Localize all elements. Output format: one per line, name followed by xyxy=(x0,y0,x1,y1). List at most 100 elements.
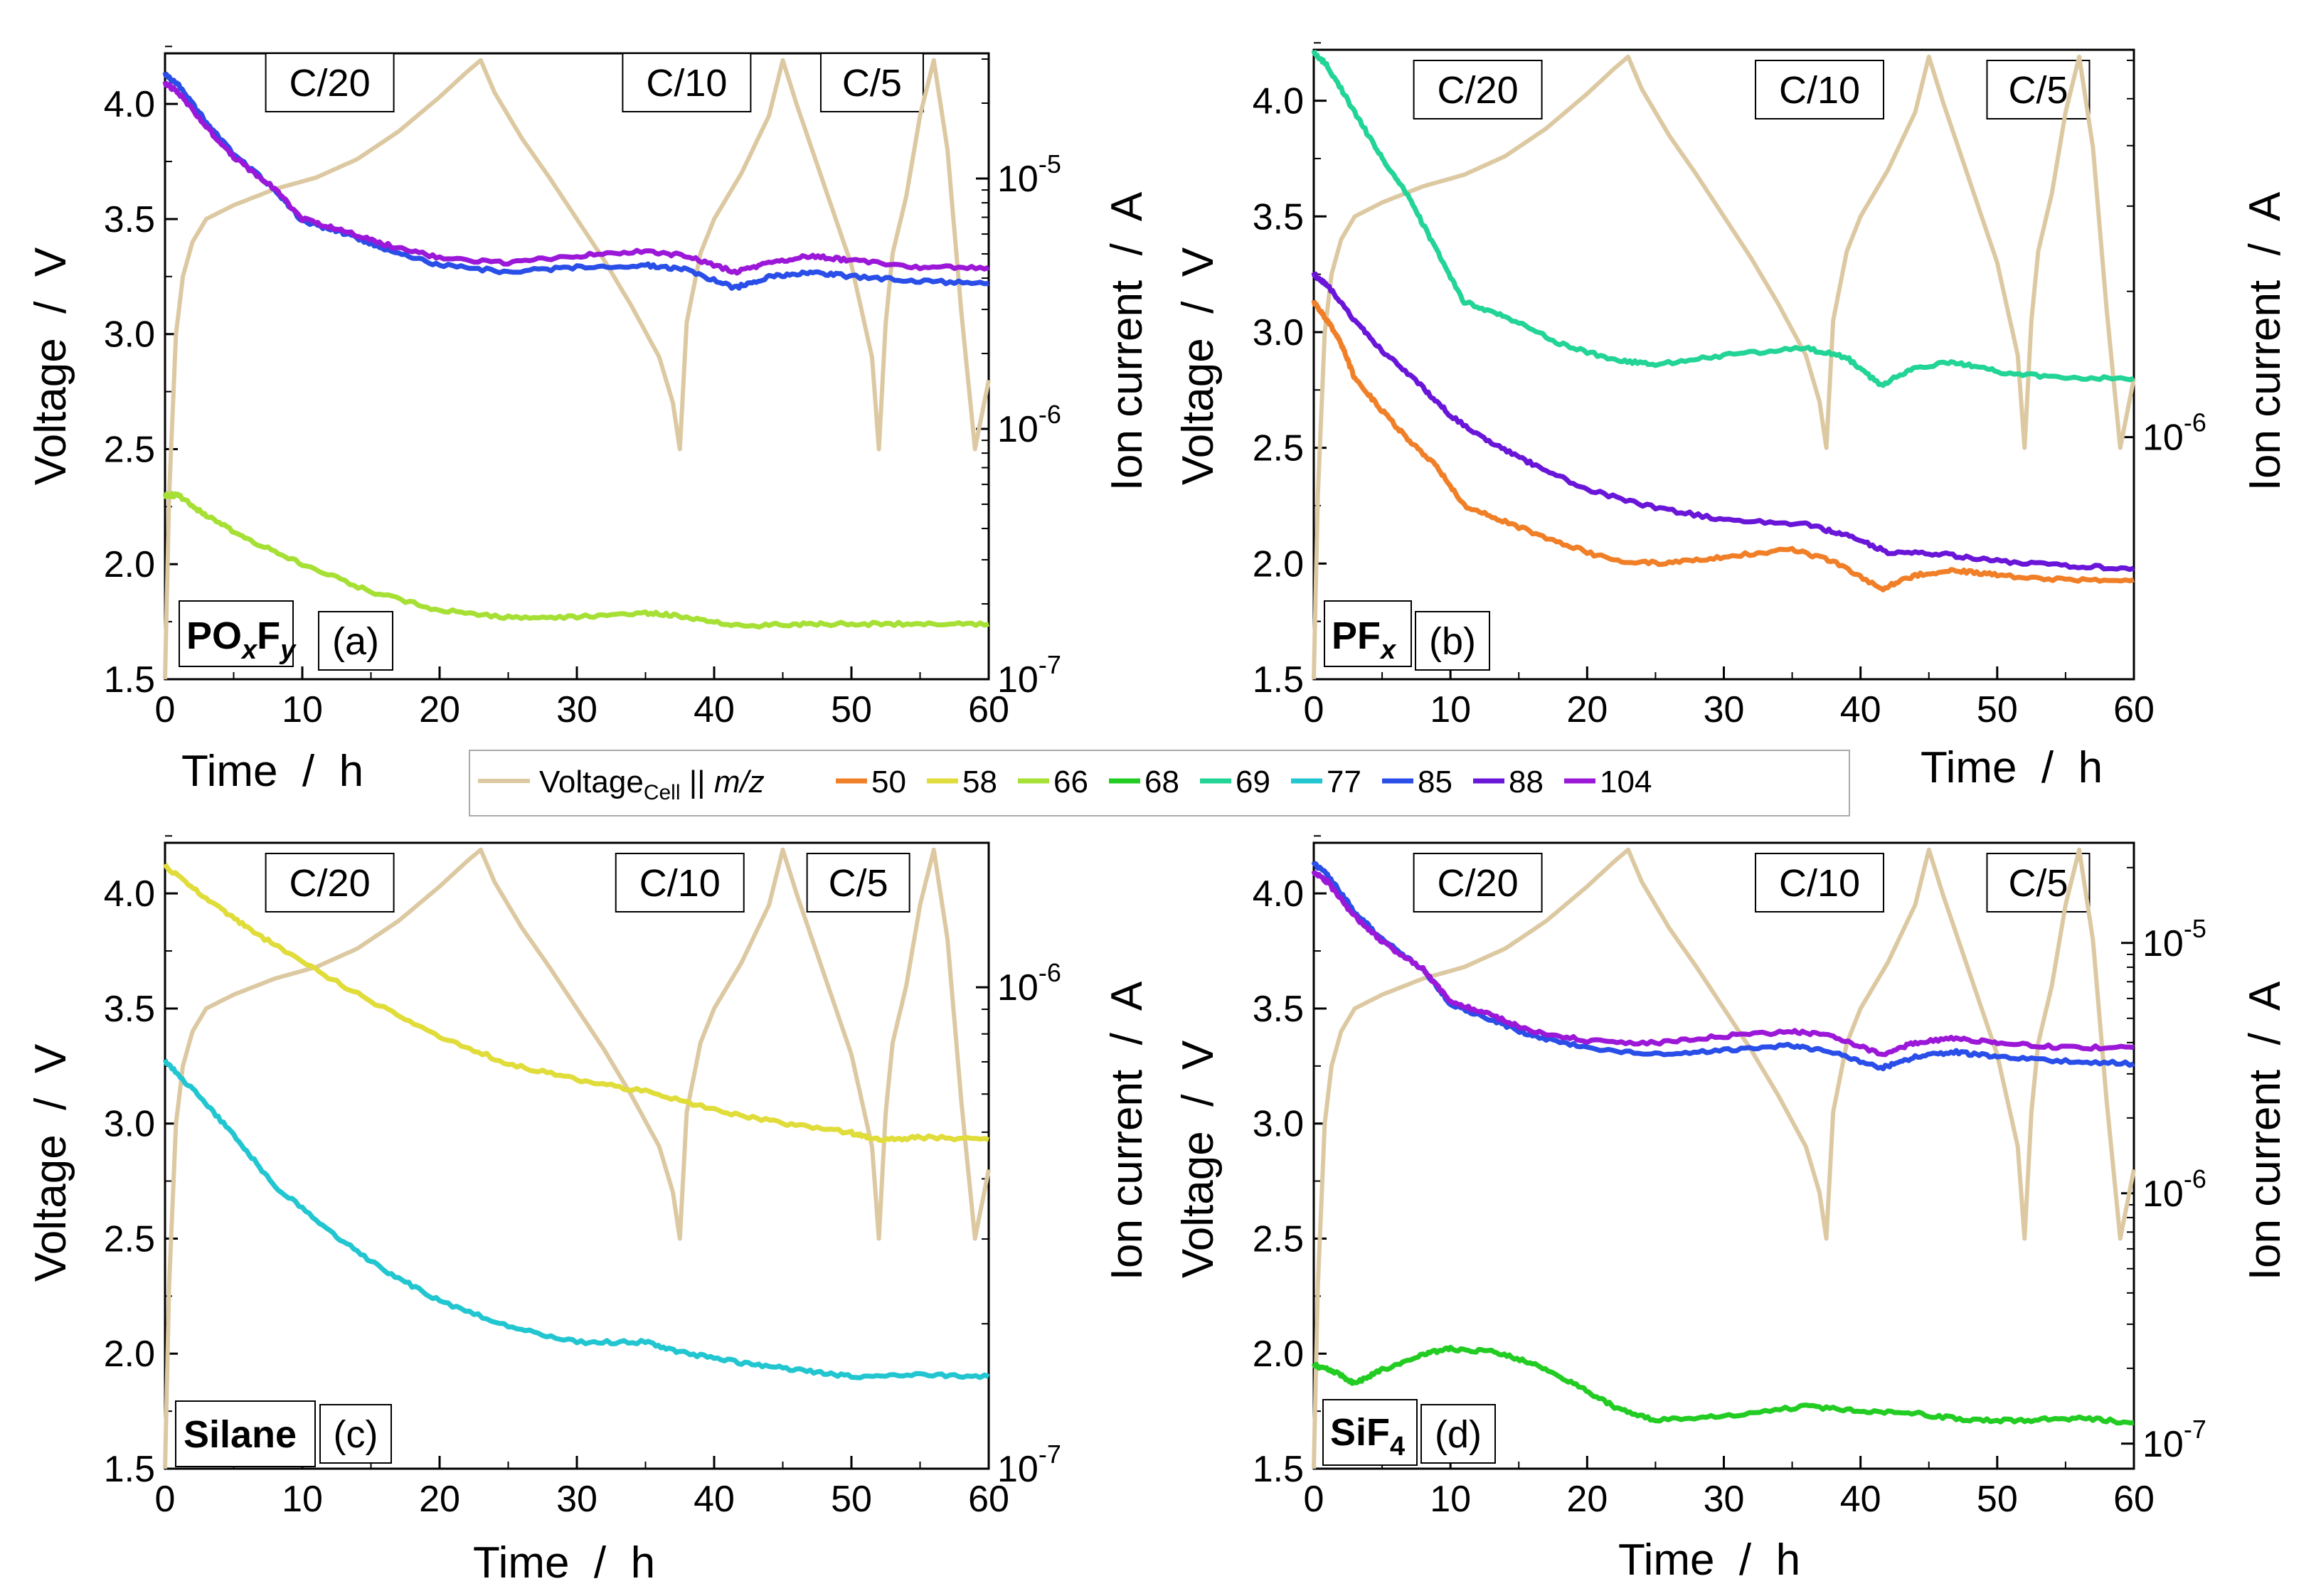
x-axis-label: Time / h xyxy=(1921,743,2103,792)
y-tick-label: 2.5 xyxy=(1253,1218,1304,1260)
voltage-cell-line xyxy=(1312,54,2136,680)
species-box xyxy=(1324,600,1412,667)
species-box xyxy=(179,600,294,667)
x-tick-label: 50 xyxy=(831,689,872,730)
c-rate-label: C/10 xyxy=(1779,862,1860,905)
series-line-mz-77 xyxy=(162,1058,990,1380)
x-tick-label: 20 xyxy=(1566,1479,1608,1520)
c-rate-box xyxy=(819,53,924,112)
legend-label: 77 xyxy=(1327,765,1361,799)
panel-d: 0 10 20 30 40 50 60 1.5 2.0 2.5 3.0 3.5 4.0 10-7 10-6 1… xyxy=(1174,835,2290,1585)
x-tick-label: 50 xyxy=(1977,1479,2018,1520)
legend-entry-mz-77: 77 xyxy=(1291,765,1361,799)
legend-label: 69 xyxy=(1236,765,1270,799)
series-line-mz-68 xyxy=(1311,1344,2135,1426)
panel-b: 0 10 20 30 40 50 60 1.5 2.0 2.5 3.0 3.5 4.0 10-6 C/20… xyxy=(1174,42,2290,792)
legend-entry-mz-85: 85 xyxy=(1382,765,1452,799)
panel-label: (d) xyxy=(1435,1413,1482,1456)
voltage-cell-line xyxy=(163,847,991,1469)
plot-area xyxy=(162,58,991,680)
y-tick-label: 2.0 xyxy=(1253,1334,1304,1375)
y-tick-label: 3.0 xyxy=(1253,1104,1304,1145)
c-rate-label: C/10 xyxy=(1779,69,1860,112)
panel-label-box xyxy=(1420,1404,1496,1464)
c-rate-box xyxy=(1413,60,1543,119)
y-axis-label: Voltage / V xyxy=(26,1043,75,1282)
ticks: 0 10 20 30 40 50 60 1.5 2.0 2.5 3.0 3.5 4.0 10-7 10-6 1… xyxy=(1253,835,2206,1520)
c-rate-box xyxy=(615,853,745,913)
x-tick-label: 0 xyxy=(1304,1479,1324,1520)
plot-area xyxy=(162,847,991,1469)
x-tick-label: 0 xyxy=(1304,689,1324,730)
x-tick-label: 10 xyxy=(282,1479,323,1520)
y2-tick-label: 10-6 xyxy=(997,400,1061,450)
series-line-mz-85 xyxy=(1311,861,2135,1072)
x-tick-label: 10 xyxy=(1430,1479,1471,1520)
voltage-cell-line xyxy=(1312,847,2136,1469)
x-tick-label: 30 xyxy=(1704,689,1745,730)
series-line-mz-104 xyxy=(1311,870,2135,1058)
y-tick-label: 1.5 xyxy=(104,659,155,701)
legend-entry-mz-68: 68 xyxy=(1109,765,1179,799)
y2-axis-label: Ion current / A xyxy=(2241,981,2290,1280)
y2-tick-label: 10-5 xyxy=(2142,914,2206,964)
y-tick-label: 2.5 xyxy=(1253,428,1304,469)
y2-tick-label: 10-5 xyxy=(997,149,1061,200)
legend-entry-mz-104: 104 xyxy=(1564,765,1652,799)
y-tick-label: 4.0 xyxy=(104,873,155,915)
panel-label: (c) xyxy=(334,1413,378,1456)
plot-area xyxy=(1311,49,2136,680)
y-tick-label: 3.0 xyxy=(104,314,155,356)
c-rate-box xyxy=(265,853,395,913)
c-rate-label: C/20 xyxy=(290,62,371,105)
y-tick-label: 4.0 xyxy=(1253,873,1304,915)
y-tick-label: 3.5 xyxy=(104,989,155,1030)
y-tick-label: 1.5 xyxy=(104,1449,155,1490)
y-tick-label: 2.0 xyxy=(104,1334,155,1375)
x-tick-label: 60 xyxy=(968,689,1009,730)
legend-entry-mz-50: 50 xyxy=(836,765,906,799)
y2-tick-label: 10-6 xyxy=(2142,1164,2206,1215)
panel-label: (a) xyxy=(332,620,379,663)
y-tick-label: 4.0 xyxy=(104,84,155,125)
y2-tick-label: 10-7 xyxy=(997,650,1061,701)
legend-box xyxy=(469,750,1850,816)
ticks: 0 10 20 30 40 50 60 1.5 2.0 2.5 3.0 3.5 4.0 10-7 10-6 xyxy=(104,835,1061,1520)
species-label: POxFy xyxy=(186,615,297,665)
x-tick-label: 50 xyxy=(831,1479,872,1520)
c-rate-labels: C/20 C/10 C/5 xyxy=(265,853,910,913)
c-rate-label: C/5 xyxy=(2008,862,2068,905)
legend-label: 58 xyxy=(962,765,997,799)
ticks: 0 10 20 30 40 50 60 1.5 2.0 2.5 3.0 3.5 4.0 10-7 10-6 1… xyxy=(104,46,1061,730)
x-tick-label: 0 xyxy=(155,689,176,730)
y2-axis-label: Ion current / A xyxy=(2241,191,2290,491)
y-tick-label: 3.5 xyxy=(1253,989,1304,1030)
c-rate-label: C/10 xyxy=(646,62,727,105)
series-line-mz-69 xyxy=(1311,49,2135,388)
legend-label: 68 xyxy=(1144,765,1179,799)
c-rate-label: C/5 xyxy=(2008,69,2068,112)
c-rate-box xyxy=(1755,60,1885,119)
y2-tick-label: 10-7 xyxy=(2142,1415,2206,1465)
legend-entry-mz-58: 58 xyxy=(927,765,997,799)
species-label: SiF4 xyxy=(1330,1411,1405,1462)
y-tick-label: 1.5 xyxy=(1253,659,1304,701)
series-line-mz-88 xyxy=(1311,271,2135,573)
plot-frame xyxy=(164,52,990,681)
c-rate-label: C/5 xyxy=(842,62,902,105)
panel-label: (b) xyxy=(1429,620,1476,663)
y2-tick-label: 10-6 xyxy=(2142,408,2206,459)
x-tick-label: 10 xyxy=(1430,689,1471,730)
x-tick-label: 60 xyxy=(968,1479,1009,1520)
y-tick-label: 2.5 xyxy=(104,1218,155,1260)
c-rate-labels: C/20 C/10 C/5 xyxy=(1413,60,2091,119)
c-rate-labels: C/20 C/10 C/5 xyxy=(265,53,924,112)
y-tick-label: 2.0 xyxy=(1253,543,1304,585)
x-tick-label: 30 xyxy=(556,1479,597,1520)
y-tick-label: 3.0 xyxy=(1253,312,1304,353)
legend-label: 85 xyxy=(1418,765,1452,799)
c-rate-box xyxy=(806,853,910,913)
legend-label-voltage: VoltageCell || m/z xyxy=(539,765,765,804)
x-tick-label: 40 xyxy=(1840,1479,1881,1520)
